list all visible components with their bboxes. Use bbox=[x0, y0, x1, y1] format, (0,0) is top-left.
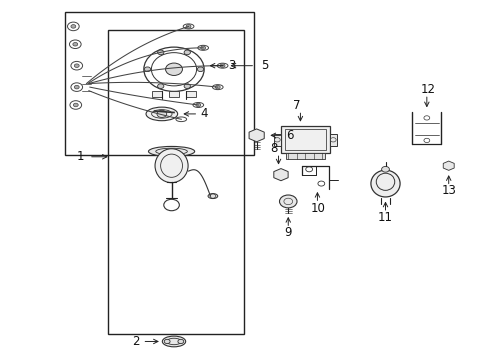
Bar bbox=[329, 134, 336, 146]
Bar bbox=[186, 91, 196, 97]
Circle shape bbox=[74, 85, 79, 89]
Circle shape bbox=[73, 103, 78, 107]
Circle shape bbox=[186, 24, 191, 28]
Ellipse shape bbox=[146, 107, 177, 121]
Text: 2: 2 bbox=[132, 335, 140, 348]
Text: 1: 1 bbox=[77, 150, 84, 163]
Circle shape bbox=[164, 339, 170, 343]
Circle shape bbox=[183, 50, 190, 55]
Bar bbox=[273, 134, 281, 146]
Bar bbox=[108, 30, 244, 334]
Text: 11: 11 bbox=[377, 211, 392, 224]
Bar bbox=[152, 91, 162, 97]
Circle shape bbox=[220, 64, 224, 67]
Ellipse shape bbox=[207, 194, 217, 199]
Ellipse shape bbox=[370, 170, 399, 197]
Circle shape bbox=[165, 63, 182, 76]
Circle shape bbox=[71, 24, 76, 28]
Ellipse shape bbox=[155, 149, 188, 183]
Circle shape bbox=[74, 64, 79, 67]
Text: 6: 6 bbox=[285, 129, 293, 142]
Circle shape bbox=[157, 84, 163, 89]
Circle shape bbox=[201, 46, 205, 50]
Circle shape bbox=[178, 339, 183, 343]
Ellipse shape bbox=[162, 336, 185, 347]
Bar bbox=[281, 126, 329, 153]
Bar bbox=[64, 12, 254, 155]
Text: 7: 7 bbox=[292, 99, 300, 112]
Polygon shape bbox=[442, 161, 453, 170]
Bar bbox=[169, 91, 179, 97]
Text: 9: 9 bbox=[284, 226, 291, 239]
Polygon shape bbox=[273, 168, 287, 181]
Text: 5: 5 bbox=[261, 59, 268, 72]
Circle shape bbox=[183, 84, 190, 89]
Circle shape bbox=[196, 103, 201, 107]
Circle shape bbox=[279, 195, 296, 208]
Text: 12: 12 bbox=[420, 84, 435, 96]
Ellipse shape bbox=[148, 147, 194, 157]
Text: 10: 10 bbox=[310, 202, 325, 215]
Text: 13: 13 bbox=[440, 184, 455, 197]
Circle shape bbox=[157, 50, 163, 55]
Circle shape bbox=[157, 111, 166, 117]
Bar bbox=[285, 129, 325, 150]
Text: 4: 4 bbox=[201, 107, 208, 120]
Circle shape bbox=[144, 67, 150, 72]
Circle shape bbox=[381, 166, 388, 172]
Bar bbox=[285, 153, 324, 158]
Circle shape bbox=[197, 67, 203, 72]
Polygon shape bbox=[248, 129, 264, 142]
Circle shape bbox=[73, 42, 78, 46]
Text: 3: 3 bbox=[228, 59, 235, 72]
Text: 8: 8 bbox=[269, 143, 277, 156]
Circle shape bbox=[215, 85, 220, 89]
